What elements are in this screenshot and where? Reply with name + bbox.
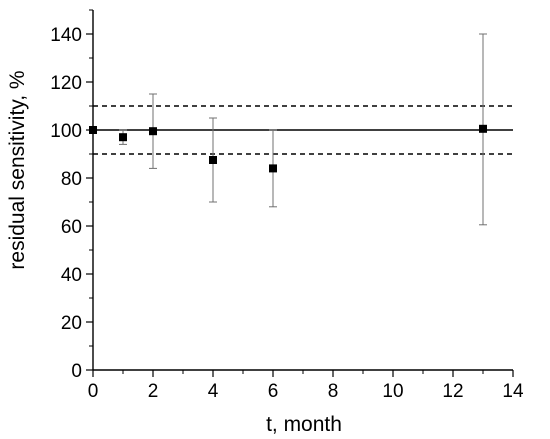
data-point xyxy=(269,164,277,173)
x-tick-label: 8 xyxy=(328,381,339,402)
plot-area xyxy=(89,33,513,226)
x-tick-label: 6 xyxy=(268,381,279,402)
data-point xyxy=(479,124,487,133)
data-point xyxy=(119,133,127,142)
data-point xyxy=(149,127,157,136)
x-tick-label: 4 xyxy=(208,381,219,402)
y-tick-label: 60 xyxy=(61,217,82,238)
y-axis-title: residual sensitivity, % xyxy=(6,70,29,269)
y-tick-label: 100 xyxy=(50,121,82,142)
y-tick-label: 0 xyxy=(71,361,82,382)
x-tick-label: 10 xyxy=(382,381,403,402)
data-point xyxy=(209,156,217,164)
y-tick-label: 20 xyxy=(61,313,82,334)
y-tick-label: 40 xyxy=(61,265,82,286)
x-tick-label: 14 xyxy=(502,381,524,402)
x-tick-label: 12 xyxy=(442,381,463,402)
x-tick-label: 2 xyxy=(148,381,159,402)
y-tick-label: 80 xyxy=(61,169,82,190)
y-tick-label: 140 xyxy=(50,25,82,46)
y-tick-label: 120 xyxy=(50,73,82,94)
x-axis-title: t, month xyxy=(266,413,342,436)
x-tick-label: 0 xyxy=(88,381,99,402)
